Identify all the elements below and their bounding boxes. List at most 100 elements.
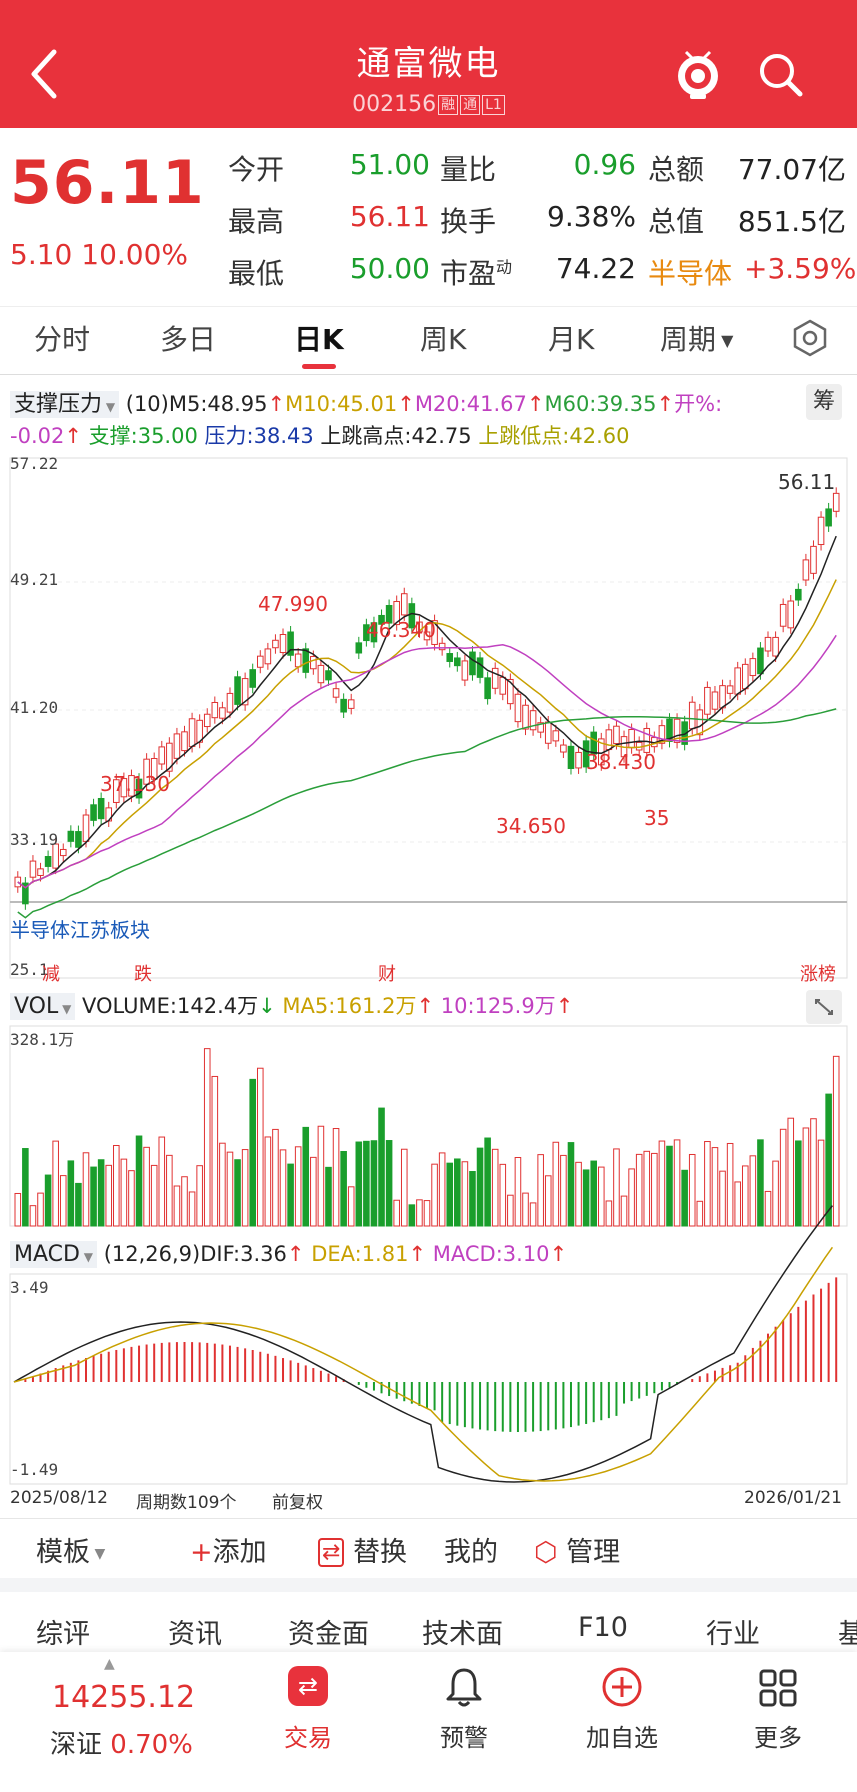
candle-body [764, 636, 772, 652]
volume-bar [400, 1148, 408, 1227]
candle-body [75, 831, 82, 848]
search-icon[interactable] [756, 50, 806, 100]
stock-chart[interactable] [0, 452, 857, 1492]
info-tab-technical[interactable]: 技术面 [422, 1619, 503, 1650]
volume-bar [757, 1139, 764, 1227]
indicator-selector[interactable]: 支撑压力 ▼ [10, 391, 120, 418]
volume-bar [241, 1149, 249, 1227]
volume-bar [696, 1200, 704, 1227]
chip-distribution-button[interactable]: 筹 [806, 384, 842, 420]
low-value: 50.00 [349, 252, 430, 285]
volume-bar [795, 1140, 802, 1227]
info-tab-funds[interactable]: 资金面 [288, 1619, 369, 1650]
sector-change[interactable]: +3.59% [744, 252, 857, 285]
index-info[interactable]: 深证 0.70% [50, 1724, 193, 1761]
index-value[interactable]: 14255.12 [52, 1680, 196, 1715]
change-value: 5.10 [10, 238, 73, 271]
candle-body [522, 704, 529, 730]
volume-bar [302, 1126, 310, 1227]
expand-up-icon[interactable]: ▲ [104, 1656, 115, 1672]
hexagon-settings-icon: ⬡ [534, 1537, 558, 1568]
candle-body [166, 742, 173, 772]
template-button[interactable]: 模板 ▼ [36, 1530, 105, 1569]
tab-monthly-k[interactable]: 月K [548, 323, 595, 356]
bottom-nav [0, 1652, 857, 1792]
marker-finance[interactable]: 财 [378, 964, 396, 985]
info-tab-news[interactable]: 资讯 [168, 1619, 222, 1650]
candle-body [294, 653, 302, 668]
bell-icon[interactable] [444, 1666, 484, 1712]
candle-body [128, 775, 135, 797]
tab-weekly-k[interactable]: 周K [420, 323, 467, 356]
expand-icon[interactable] [806, 990, 842, 1024]
settings-hexagon-icon[interactable] [790, 318, 830, 362]
marker-reduce[interactable]: 减 [42, 964, 60, 985]
assistant-robot-icon[interactable] [672, 48, 724, 100]
candle-body [347, 699, 355, 709]
up-arrow-icon: ↑ [64, 424, 82, 448]
nav-add-watchlist[interactable]: 加自选 [586, 1724, 658, 1752]
volume-bar [741, 1165, 749, 1227]
marker-limit-up[interactable]: 涨榜 [800, 964, 836, 985]
candle-body [332, 688, 340, 698]
section-separator [0, 1578, 857, 1592]
period-count: 周期数109个 [136, 1493, 237, 1513]
price-label-high-4: 38.430 [586, 750, 656, 774]
info-tab-industry[interactable]: 行业 [706, 1619, 760, 1650]
candle-body [484, 677, 491, 700]
kline-indicator-line-2: -0.02↑ 支撑:35.00 压力:38.43 上跳高点:42.75 上跳低点… [10, 420, 630, 450]
candle-body [575, 751, 582, 769]
candle-body [219, 707, 226, 719]
marker-drop[interactable]: 跌 [134, 964, 152, 985]
candle-body [363, 624, 370, 642]
info-tab-overview[interactable]: 综评 [36, 1619, 90, 1650]
volume-bar [499, 1163, 507, 1227]
back-icon[interactable] [26, 44, 66, 104]
up-arrow-icon: ↑ [416, 994, 435, 1018]
tab-multi-day[interactable]: 多日 [160, 323, 217, 356]
volume-bar [560, 1154, 567, 1227]
pe-label: 市盈动 [440, 252, 512, 292]
macd-selector[interactable]: MACD ▼ [10, 1241, 97, 1268]
replace-label: 替换 [353, 1537, 408, 1568]
add-watchlist-icon[interactable] [601, 1666, 643, 1712]
info-tab-f10[interactable]: F10 [578, 1612, 628, 1643]
nav-alert[interactable]: 预警 [440, 1724, 488, 1752]
volume-bar [317, 1125, 325, 1227]
price-adjust-mode[interactable]: 前复权 [272, 1493, 323, 1513]
trade-icon[interactable]: ⇄ [288, 1666, 328, 1706]
manage-button[interactable]: ⬡ 管理 [534, 1530, 620, 1569]
volume-bar [143, 1146, 150, 1227]
nav-trade[interactable]: 交易 [284, 1724, 332, 1752]
price-label-last: 56.11 [778, 470, 836, 494]
nav-more[interactable]: 更多 [754, 1724, 802, 1752]
volume-bar [749, 1155, 757, 1227]
volume-bar [688, 1153, 696, 1227]
price-axis-tick: 33.19 [10, 830, 59, 849]
up-arrow-icon: ↑ [549, 1242, 568, 1266]
volume-bar [779, 1128, 787, 1227]
candle-body [491, 667, 499, 689]
tab-daily-k[interactable]: 日K [294, 323, 344, 356]
up-arrow-icon: ↑ [408, 1242, 427, 1266]
template-label: 模板 [36, 1537, 90, 1568]
info-tab-more[interactable]: 基 [838, 1619, 857, 1650]
candle-body [499, 676, 507, 695]
tab-period[interactable]: 周期 ▼ [660, 318, 733, 358]
grid-more-icon[interactable] [758, 1668, 798, 1712]
sector-overlay-label[interactable]: 半导体江苏板块 [10, 918, 150, 942]
add-indicator-button[interactable]: +添加 [190, 1530, 267, 1569]
volume-selector[interactable]: VOL ▼ [10, 993, 76, 1020]
caret-down-icon: ▼ [79, 1250, 93, 1264]
my-indicators-button[interactable]: 我的 [444, 1537, 498, 1568]
candle-body [704, 686, 711, 715]
candle-body [150, 758, 158, 780]
volume-bar [651, 1152, 658, 1227]
tab-intraday[interactable]: 分时 [34, 323, 91, 356]
volume-bar [44, 1174, 52, 1227]
open-pct-label: 开%: [674, 392, 723, 416]
candle-body [241, 678, 249, 706]
index-change: 0.70% [110, 1730, 193, 1760]
sector-name[interactable]: 半导体 [648, 257, 733, 290]
replace-indicator-button[interactable]: ⇄ 替换 [318, 1530, 407, 1569]
